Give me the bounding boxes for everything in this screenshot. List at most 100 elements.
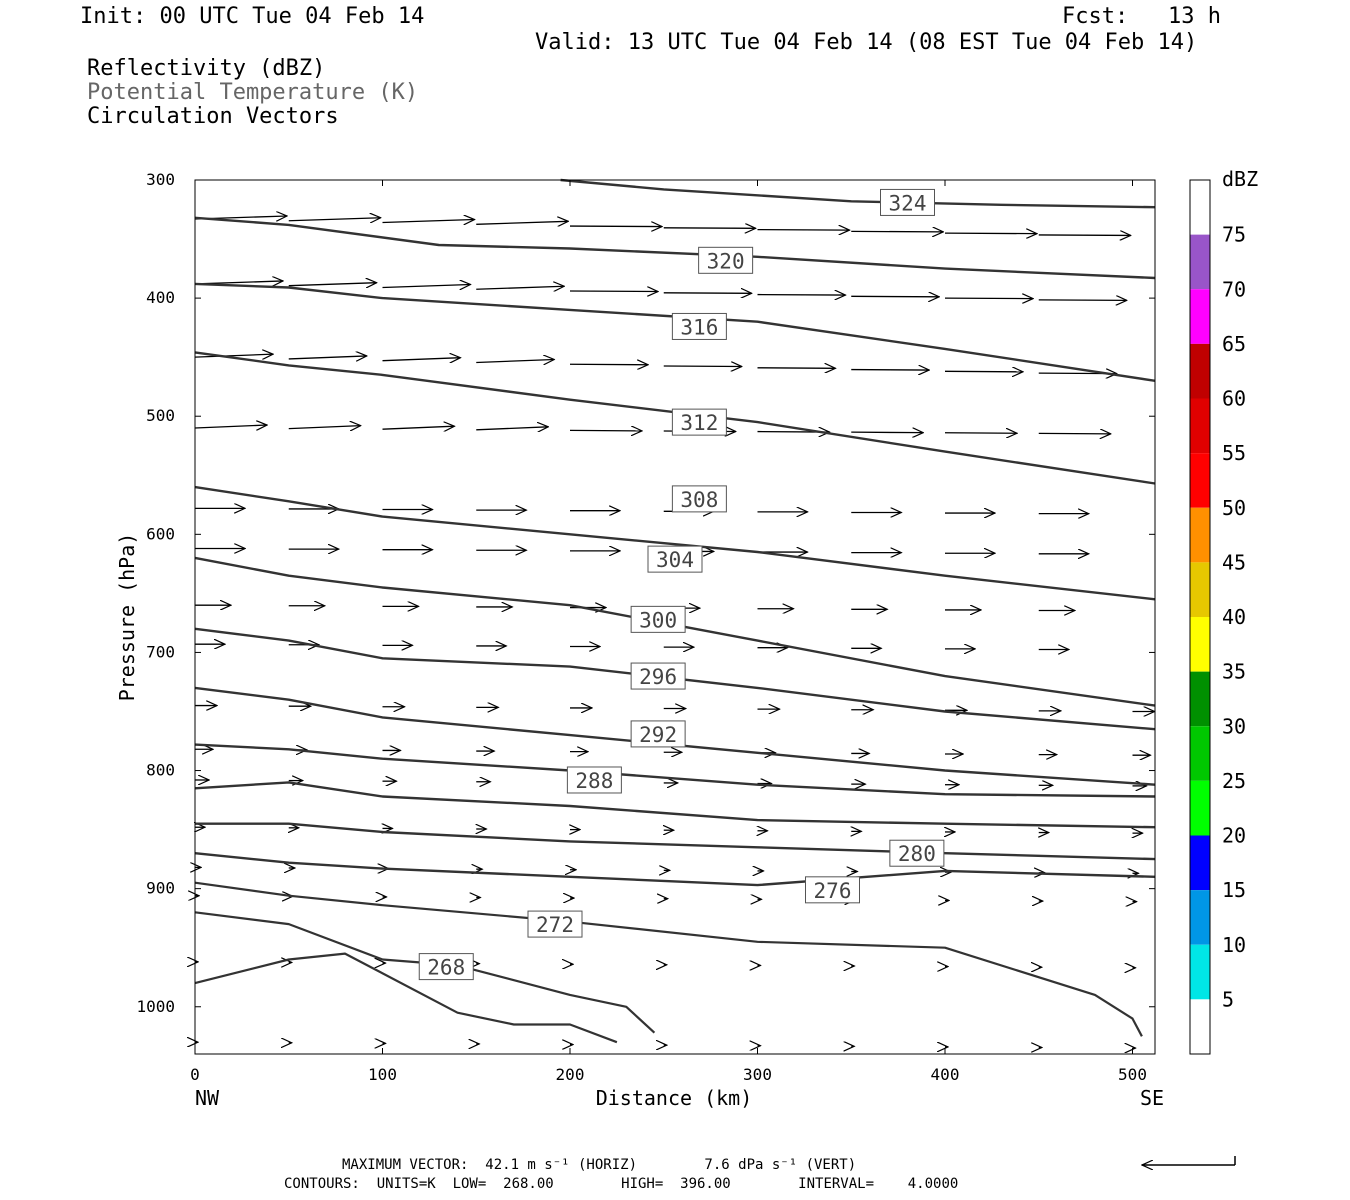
- contour-label-box: [630, 720, 686, 748]
- x-axis-right-end: SE: [1140, 1086, 1164, 1110]
- contour-label-box: [647, 545, 703, 573]
- colorbar-segment: [1190, 671, 1210, 727]
- colorbar-segment: [1190, 343, 1210, 399]
- contour-line-312: [194, 351, 1156, 485]
- colorbar-segment: [1190, 507, 1210, 563]
- y-tick-label: 1000: [136, 997, 175, 1016]
- circulation-vector: [757, 368, 836, 369]
- y-tick-label: 600: [146, 524, 175, 543]
- field-reflectivity: Reflectivity (dBZ): [87, 56, 326, 81]
- forecast-hour: Fcst: 13 h: [1062, 4, 1221, 29]
- circulation-vector: [194, 425, 267, 428]
- contour-label-box: [880, 188, 935, 216]
- colorbar-label: 10: [1222, 933, 1246, 957]
- contour-label-box: [671, 408, 727, 436]
- y-tick-label: 800: [146, 761, 175, 780]
- contour-label-box: [630, 662, 686, 690]
- colorbar-title: dBZ: [1222, 167, 1258, 191]
- circulation-vectors: [195, 216, 1155, 1048]
- contour-label-box: [671, 312, 727, 340]
- contour-label-316: 316: [680, 315, 718, 339]
- colorbar-label: 20: [1222, 824, 1246, 848]
- field-circulation-vectors: Circulation Vectors: [87, 104, 339, 129]
- contour-label-box: [630, 605, 686, 633]
- y-axis-label: Pressure (hPa): [115, 533, 139, 702]
- y-tick-label: 300: [146, 170, 175, 189]
- circulation-vector: [569, 291, 658, 292]
- circulation-vector: [757, 230, 850, 231]
- x-tick-label: 300: [743, 1065, 772, 1084]
- x-tick-label: 0: [190, 1065, 200, 1084]
- contour-label-box: [527, 910, 583, 938]
- colorbar-label: 25: [1222, 769, 1246, 793]
- contour-label-312: 312: [680, 411, 718, 435]
- contour-label-320: 320: [707, 249, 745, 273]
- circulation-vector: [1038, 235, 1131, 236]
- circulation-vector: [663, 228, 756, 229]
- colorbar-segment: [1190, 835, 1210, 891]
- colorbar-frame: [1189, 179, 1211, 1055]
- contour-label-288: 288: [575, 769, 613, 793]
- circulation-vector: [851, 231, 943, 232]
- x-axis-left-end: NW: [195, 1086, 220, 1110]
- contour-label-box: [566, 766, 622, 794]
- circulation-vector: [569, 430, 642, 431]
- contour-label-box: [418, 953, 474, 981]
- circulation-vector: [944, 298, 1033, 299]
- contour-label-308: 308: [680, 488, 718, 512]
- circulation-vector: [1038, 433, 1111, 434]
- contour-label-276: 276: [814, 879, 852, 903]
- colorbar-label: 30: [1222, 714, 1246, 738]
- y-tick-label: 400: [146, 288, 175, 307]
- y-tick-label: 700: [146, 642, 175, 661]
- colorbar-segment: [1190, 453, 1210, 508]
- colorbar-segment: [1190, 234, 1210, 290]
- circulation-vector: [382, 358, 461, 361]
- reference-vector-icon: [1142, 1156, 1236, 1165]
- contour-line-276: [194, 881, 1143, 1037]
- circulation-vector: [851, 370, 929, 371]
- contour-label-box: [889, 839, 945, 867]
- contour-line-288: [194, 781, 1156, 829]
- circulation-vector: [194, 354, 273, 357]
- colorbar-segment: [1190, 999, 1210, 1054]
- colorbar-label: 65: [1222, 332, 1246, 356]
- colorbar-segment: [1190, 289, 1210, 344]
- contour-label-box: [805, 876, 860, 904]
- circulation-vector: [569, 364, 648, 365]
- contour-label-box: [698, 246, 754, 274]
- colorbar-label: 70: [1222, 277, 1246, 301]
- circulation-vector: [288, 218, 381, 221]
- colorbar-label: 15: [1222, 878, 1246, 902]
- circulation-vector: [851, 432, 923, 433]
- colorbar-segment: [1190, 890, 1210, 945]
- circulation-vector: [382, 426, 455, 429]
- circulation-vector: [288, 283, 377, 286]
- theta-contour-labels: 324 320 316 312 308 304 300 296 292 288 280 276 272 2…: [418, 188, 945, 981]
- circulation-vector: [569, 226, 662, 227]
- circulation-vector: [476, 221, 568, 224]
- contour-label-272: 272: [536, 913, 574, 937]
- contour-line-280: [194, 852, 1156, 887]
- colorbar-label: 50: [1222, 496, 1246, 520]
- contour-line-316: [194, 282, 1156, 382]
- x-tick-label: 400: [931, 1065, 960, 1084]
- contour-line-304: [194, 556, 1156, 707]
- x-tick-label: 500: [1118, 1065, 1147, 1084]
- contour-line-300: [194, 627, 1156, 731]
- contour-label-280: 280: [898, 842, 936, 866]
- circulation-vector: [476, 427, 548, 430]
- circulation-vector: [757, 295, 846, 296]
- contour-line-324: [560, 178, 1156, 209]
- colorbar-segment: [1190, 726, 1210, 781]
- plot-frame: [194, 179, 1156, 1055]
- colorbar-segment: [1190, 780, 1210, 836]
- colorbar-segment: [1190, 398, 1210, 454]
- y-tick-label: 500: [146, 406, 175, 425]
- circulation-vector: [944, 433, 1017, 434]
- contour-label-292: 292: [639, 723, 677, 747]
- colorbar-label: 40: [1222, 605, 1246, 629]
- colorbar-label: 35: [1222, 660, 1246, 684]
- contour-label-304: 304: [656, 548, 694, 572]
- x-tick-label: 200: [556, 1065, 585, 1084]
